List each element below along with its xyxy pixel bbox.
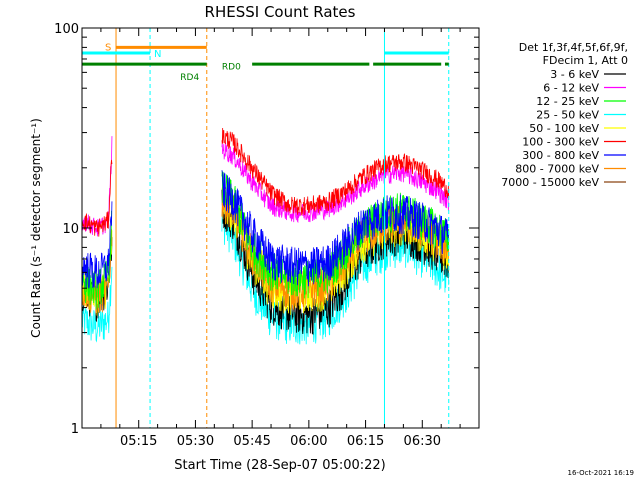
legend-entry-label-3: 25 - 50 keV bbox=[536, 109, 599, 122]
x-tick-label-0630: 06:30 bbox=[404, 434, 441, 449]
x-tick-label-0615: 06:15 bbox=[347, 434, 384, 449]
y-axis-label: Count Rate (s⁻¹ detector segment⁻¹) bbox=[29, 118, 43, 338]
legend-entry-label-0: 3 - 6 keV bbox=[550, 68, 599, 81]
rd-label-rd4: RD4 bbox=[180, 73, 199, 83]
chart-title: RHESSI Count Rates bbox=[205, 3, 356, 21]
legend: Det 1f,3f,4f,5f,6f,9f,FDecim 1, Att 03 -… bbox=[501, 41, 628, 189]
legend-entry-label-7: 800 - 7000 keV bbox=[515, 163, 599, 176]
y-tick-label-10: 10 bbox=[62, 222, 79, 237]
legend-entry-label-4: 50 - 100 keV bbox=[529, 122, 599, 135]
legend-header-line-1: FDecim 1, Att 0 bbox=[543, 54, 628, 67]
series-line-300-800kev-main bbox=[221, 170, 450, 287]
x-axis-label: Start Time (28-Sep-07 05:00:22) bbox=[174, 458, 385, 473]
attenuator-bar-label: S bbox=[105, 42, 111, 53]
legend-entry-label-2: 12 - 25 keV bbox=[536, 95, 599, 108]
timestamp: 16-Oct-2021 16:19 bbox=[568, 469, 634, 477]
x-tick-label-0545: 05:45 bbox=[233, 434, 270, 449]
series-line-300-800kev-pre bbox=[81, 201, 113, 289]
x-tick-label-0515: 05:15 bbox=[120, 434, 157, 449]
legend-entry-label-8: 7000 - 15000 keV bbox=[501, 176, 599, 189]
y-tick-label-1: 1 bbox=[71, 422, 79, 437]
legend-entry-label-5: 100 - 300 keV bbox=[522, 136, 599, 149]
legend-entry-label-1: 6 - 12 keV bbox=[543, 82, 599, 95]
series-line-100-300kev-main bbox=[221, 127, 450, 216]
plot-area: S N RD0 RD4 bbox=[81, 28, 450, 428]
legend-entry-label-6: 300 - 800 keV bbox=[522, 149, 599, 162]
series-line-100-300kev-pre bbox=[81, 159, 113, 237]
y-tick-label-100: 100 bbox=[54, 22, 79, 37]
axes: 05:15 05:30 05:45 06:00 06:15 06:30 1 10 100 bbox=[54, 22, 479, 449]
night-bar-label: N bbox=[154, 49, 161, 60]
x-tick-label-0600: 06:00 bbox=[290, 434, 327, 449]
series-line-25-50kev-pre bbox=[81, 266, 113, 343]
rd-label-rd0: RD0 bbox=[222, 63, 241, 73]
series-line-25-50kev-main bbox=[221, 209, 450, 345]
legend-header-line-0: Det 1f,3f,4f,5f,6f,9f, bbox=[519, 41, 628, 54]
x-tick-label-0530: 05:30 bbox=[177, 434, 214, 449]
